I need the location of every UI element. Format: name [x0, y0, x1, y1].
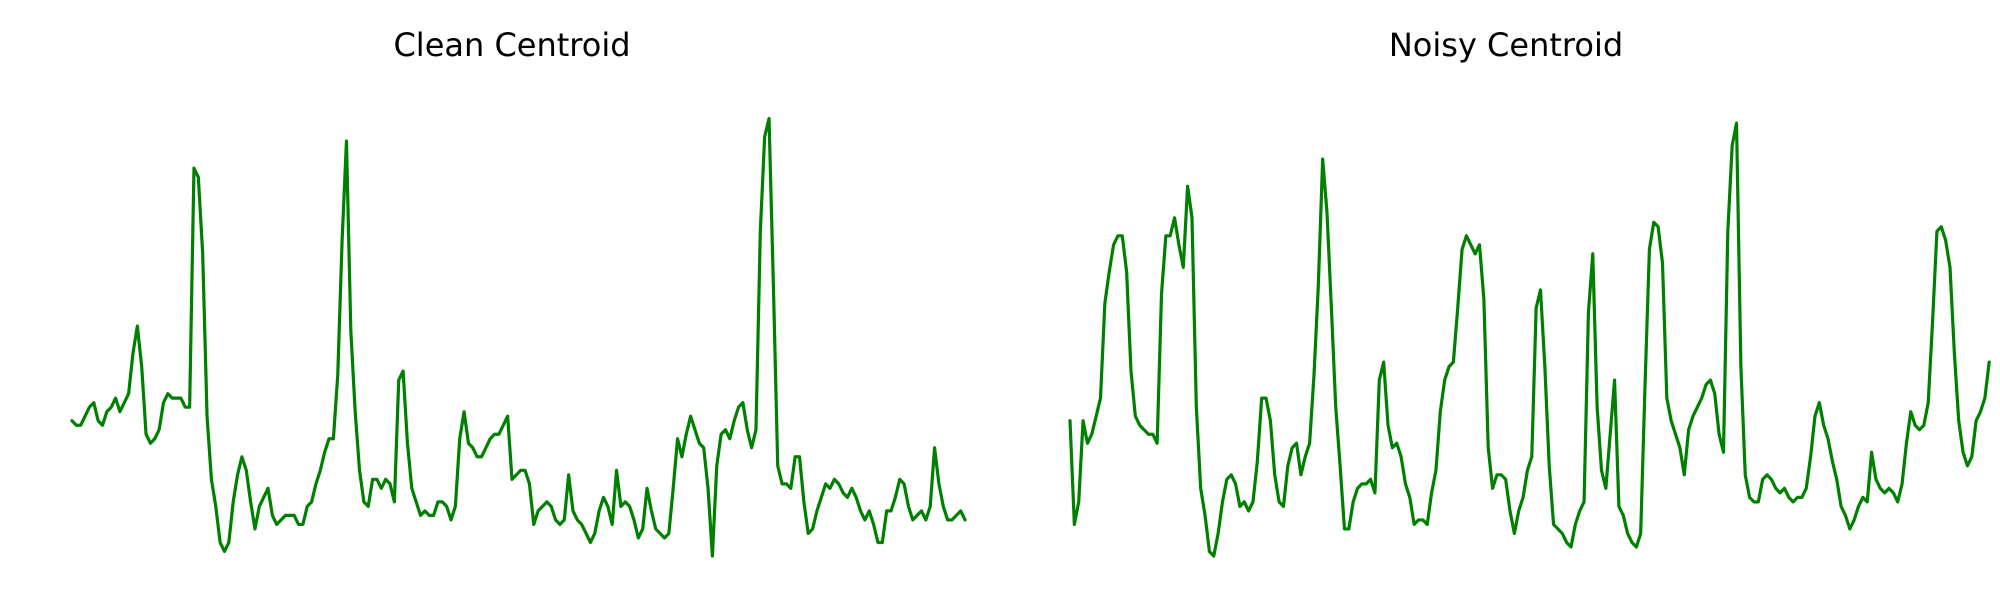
clean-centroid-series-layer [70, 116, 967, 558]
clean-centroid-series-line-0 [70, 116, 967, 558]
clean-centroid-panel: Clean Centroid [70, 26, 967, 558]
clean-centroid-title: Clean Centroid [393, 26, 630, 64]
noisy-centroid-panel: Noisy Centroid [1068, 26, 1991, 558]
noisy-centroid-series-line-0 [1068, 121, 1991, 558]
noisy-centroid-series-layer [1068, 121, 1991, 558]
noisy-centroid-title: Noisy Centroid [1389, 26, 1623, 64]
